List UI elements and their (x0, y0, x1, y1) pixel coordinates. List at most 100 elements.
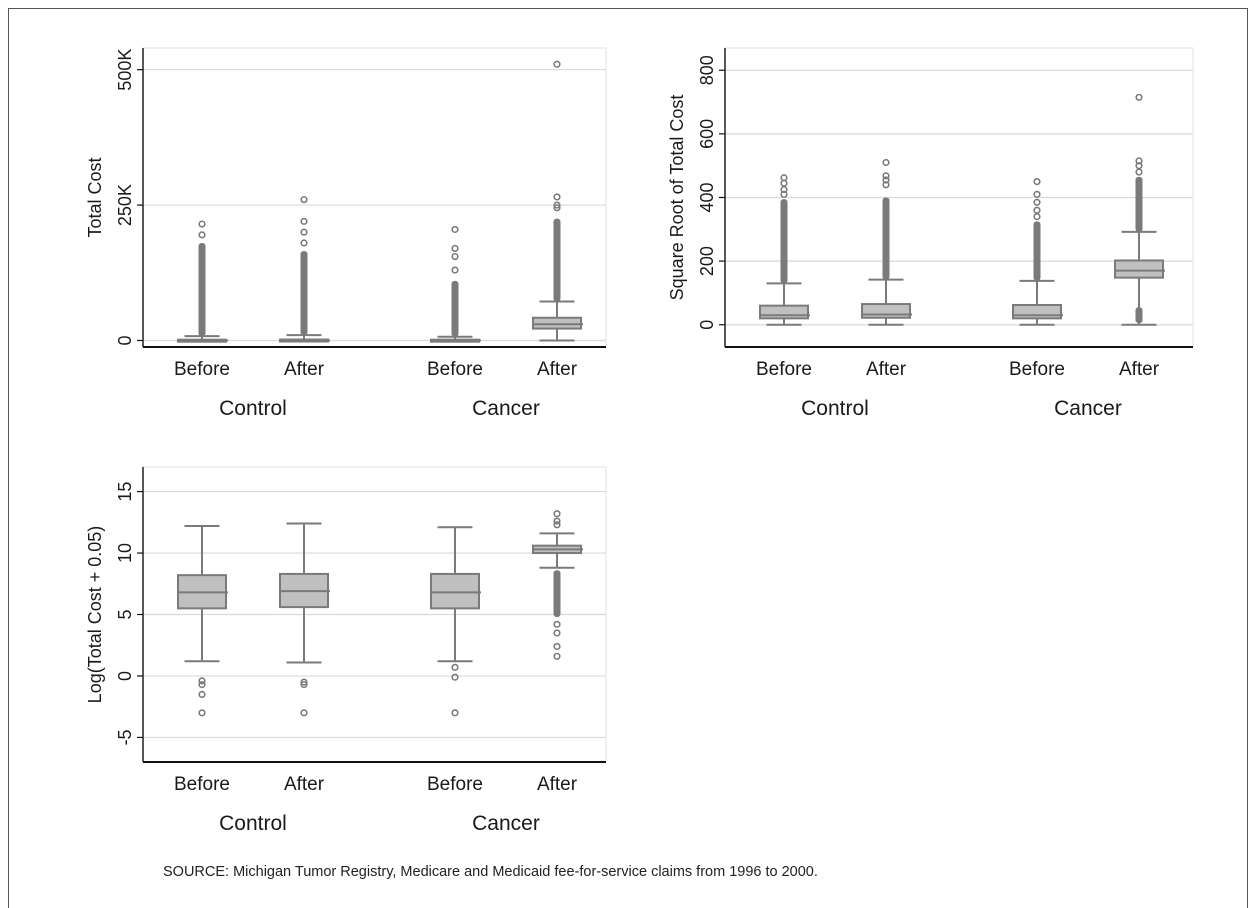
outlier-band (451, 280, 459, 337)
y-tick-label: 0 (697, 320, 717, 330)
outlier-band (780, 199, 788, 284)
y-tick-label: 0 (115, 671, 135, 681)
x-tick-label: After (284, 359, 325, 380)
outlier-point (553, 517, 561, 525)
box-control-before (177, 525, 228, 717)
outlier-point (553, 521, 561, 529)
box-body (1114, 259, 1164, 279)
box-control-before (759, 174, 810, 326)
outlier-point (553, 193, 561, 201)
y-axis-label: Square Root of Total Cost (667, 95, 687, 301)
outlier-point (553, 204, 561, 212)
box-body (861, 303, 911, 319)
group-label: Cancer (472, 812, 540, 835)
x-tick-label: Before (427, 359, 483, 380)
outlier-point (198, 690, 206, 698)
outlier-band (553, 570, 561, 617)
y-tick-label: 500K (115, 49, 135, 91)
box-cancer-after (532, 60, 583, 342)
x-tick-label: Before (174, 774, 230, 795)
box-control-after (279, 522, 330, 717)
figure-frame (8, 8, 1248, 908)
outlier-point (780, 190, 788, 198)
outlier-point (553, 642, 561, 651)
y-tick-label: 15 (115, 482, 135, 502)
box-body (532, 316, 582, 330)
box-control-after (861, 158, 912, 326)
outlier-point (198, 709, 206, 717)
y-tick-label: 600 (697, 119, 717, 149)
x-tick-label: Before (174, 359, 230, 380)
chart-panel-1: 0 250K 500K Total Cost Before After Before Afte… (85, 47, 607, 420)
group-label: Cancer (1054, 397, 1122, 420)
outlier-point (1135, 157, 1143, 165)
outlier-point (553, 510, 561, 518)
x-tick-label: After (866, 359, 907, 380)
y-tick-label: 5 (115, 609, 135, 619)
outlier-point (198, 220, 206, 228)
outlier-point (553, 201, 561, 209)
outlier-band (882, 197, 890, 280)
outlier-band (198, 243, 206, 337)
chart-panel-2: 0 200 400 600 800 Square Root of Total Cost Be… (667, 47, 1194, 420)
outlier-point (1135, 162, 1143, 170)
group-label: Cancer (472, 397, 540, 420)
box-cancer-after (532, 510, 583, 660)
outlier-point (198, 677, 206, 685)
y-tick-label: 250K (115, 184, 135, 226)
outlier-point (1033, 198, 1041, 206)
outlier-point (300, 217, 308, 225)
y-tick-label: 0 (115, 335, 135, 345)
x-tick-label: After (1119, 359, 1160, 380)
group-label: Control (801, 397, 869, 420)
outlier-point (451, 244, 459, 253)
outlier-band (1135, 176, 1143, 232)
box-cancer-before (430, 526, 481, 717)
outlier-band (1033, 221, 1041, 281)
group-label: Control (219, 812, 287, 835)
outlier-band (553, 218, 561, 302)
outlier-point (300, 228, 308, 236)
outlier-point (553, 60, 561, 68)
y-tick-label: 800 (697, 55, 717, 85)
x-tick-label: Before (756, 359, 812, 380)
outlier-point (882, 172, 890, 180)
box-cancer-before (430, 225, 481, 343)
outlier-point (300, 678, 308, 686)
plot-area (142, 47, 607, 348)
y-axis-label: Total Cost (85, 157, 105, 237)
outlier-point (300, 239, 308, 247)
box-control-after (279, 196, 330, 343)
group-label: Control (219, 397, 287, 420)
source-note: SOURCE: Michigan Tumor Registry, Medicar… (163, 864, 818, 880)
y-tick-label: 10 (115, 543, 135, 563)
outlier-point (451, 709, 459, 717)
outlier-point (198, 231, 206, 239)
outlier-point (780, 174, 788, 182)
outlier-point (451, 663, 459, 671)
outlier-point (553, 629, 561, 637)
outlier-band (300, 251, 308, 336)
outlier-point (451, 673, 459, 681)
y-tick-label: 200 (697, 246, 717, 276)
outlier-point (451, 266, 459, 274)
outlier-point (300, 196, 308, 204)
outlier-point (553, 620, 561, 628)
outlier-point (553, 652, 561, 660)
outlier-point (882, 176, 890, 184)
x-tick-label: Before (1009, 359, 1065, 380)
chart-panel-3: -5 0 5 10 15 Log(Total Cost + 0.05) Before Afte… (85, 466, 607, 835)
outlier-point (1033, 206, 1041, 214)
x-tick-label: After (537, 774, 578, 795)
y-axis-label: Log(Total Cost + 0.05) (85, 526, 105, 704)
box-body (430, 572, 480, 610)
outlier-point (198, 680, 206, 689)
outlier-point (300, 680, 308, 689)
outlier-point (1135, 93, 1143, 101)
box-cancer-after (1114, 93, 1165, 326)
x-tick-label: After (537, 359, 578, 380)
outlier-point (882, 158, 890, 167)
box-body (1012, 304, 1062, 320)
y-tick-label: 400 (697, 182, 717, 212)
